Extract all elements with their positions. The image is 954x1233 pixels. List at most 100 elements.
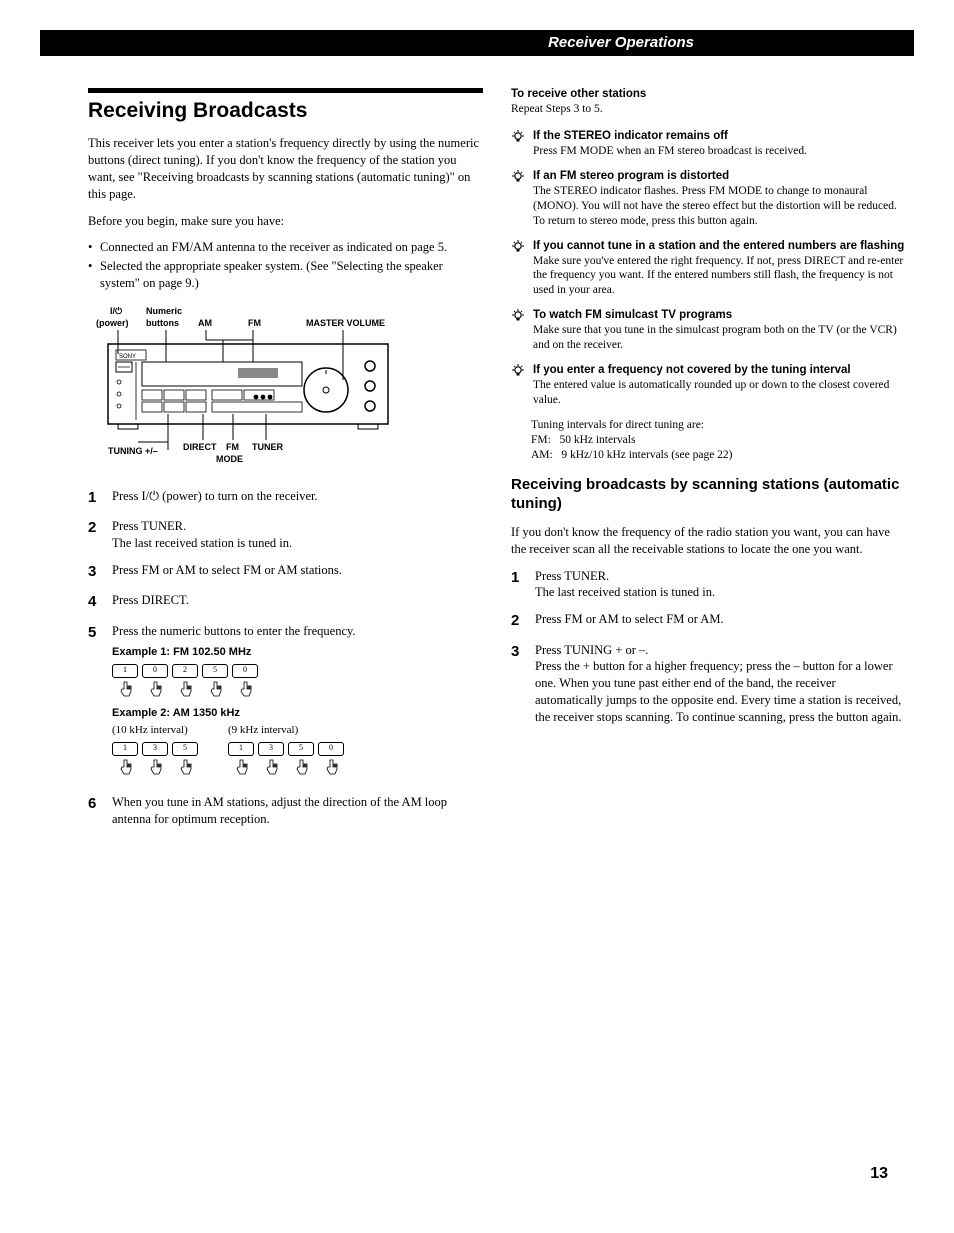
finger-icon xyxy=(112,758,138,778)
step-text2: The last received station is tuned in. xyxy=(535,585,715,599)
step-number: 1 xyxy=(511,568,525,602)
step: 3 Press FM or AM to select FM or AM stat… xyxy=(88,562,483,582)
svg-text:FM: FM xyxy=(248,318,261,328)
step-text: Press TUNING + or –. xyxy=(535,643,648,657)
svg-text:I/⏻: I/⏻ xyxy=(110,306,123,316)
interval-label: (9 kHz interval) xyxy=(228,723,344,738)
finger-icon xyxy=(258,758,284,778)
finger-icon xyxy=(288,758,314,778)
tip-icon xyxy=(511,363,527,408)
svg-text:TUNING +/–: TUNING +/– xyxy=(108,446,158,456)
right-column: To receive other stations Repeat Steps 3… xyxy=(511,88,906,1193)
receive-other-heading: To receive other stations xyxy=(511,88,906,100)
svg-text:(power): (power) xyxy=(96,318,129,328)
step-text: Press the numeric buttons to enter the f… xyxy=(112,624,356,638)
svg-text:SONY: SONY xyxy=(119,354,136,360)
finger-icon xyxy=(318,758,344,778)
tip-icon xyxy=(511,129,527,159)
intervals-fm: FM: 50 kHz intervals xyxy=(531,433,906,448)
direct-tuning-steps: 1 Press I/⏻ (power) to turn on the recei… xyxy=(88,488,483,828)
finger-icon xyxy=(232,680,258,700)
auto-tuning-heading: Receiving broadcasts by scanning station… xyxy=(511,475,906,514)
tip: If you cannot tune in a station and the … xyxy=(511,239,906,299)
before-text: Before you begin, make sure you have: xyxy=(88,213,483,230)
example-2-left: (10 kHz interval) 1 3 5 xyxy=(112,721,198,784)
step: 2 Press TUNER. The last received station… xyxy=(88,518,483,552)
page-content: Receiving Broadcasts This receiver lets … xyxy=(88,88,906,1193)
before-list: Connected an FM/AM antenna to the receiv… xyxy=(88,239,483,292)
step-number: 2 xyxy=(511,611,525,631)
before-item: Selected the appropriate speaker system.… xyxy=(88,258,483,292)
step-body: Press DIRECT. xyxy=(112,592,483,612)
svg-text:buttons: buttons xyxy=(146,318,179,328)
step-number: 5 xyxy=(88,623,102,784)
step: 5 Press the numeric buttons to enter the… xyxy=(88,623,483,784)
numeric-button: 2 xyxy=(172,664,198,678)
svg-text:MODE: MODE xyxy=(216,454,243,464)
numeric-button: 5 xyxy=(202,664,228,678)
numeric-button: 3 xyxy=(142,742,168,756)
numeric-button: 1 xyxy=(112,664,138,678)
step: 6 When you tune in AM stations, adjust t… xyxy=(88,794,483,828)
example-1: Example 1: FM 102.50 MHz 1 0 2 5 0 xyxy=(112,645,483,700)
finger-icon xyxy=(142,758,168,778)
finger-icon xyxy=(172,758,198,778)
numeric-button: 5 xyxy=(172,742,198,756)
intervals-heading: Tuning intervals for direct tuning are: xyxy=(531,418,906,433)
tip: If an FM stereo program is distorted The… xyxy=(511,169,906,229)
numeric-button: 5 xyxy=(288,742,314,756)
interval-label: (10 kHz interval) xyxy=(112,723,198,738)
step-body: Press I/⏻ (power) to turn on the receive… xyxy=(112,488,483,508)
auto-tuning-steps: 1 Press TUNER. The last received station… xyxy=(511,568,906,726)
example-label: Example 1: FM 102.50 MHz xyxy=(112,645,483,660)
step: 2 Press FM or AM to select FM or AM. xyxy=(511,611,906,631)
tip-text: Press FM MODE when an FM stereo broadcas… xyxy=(533,144,906,159)
step-number: 2 xyxy=(88,518,102,552)
step-body: Press the numeric buttons to enter the f… xyxy=(112,623,483,784)
finger-icon xyxy=(112,680,138,700)
tip-title: If you enter a frequency not covered by … xyxy=(533,363,906,378)
numeric-button: 1 xyxy=(228,742,254,756)
before-item: Connected an FM/AM antenna to the receiv… xyxy=(88,239,483,256)
finger-icon xyxy=(172,680,198,700)
example-2: Example 2: AM 1350 kHz (10 kHz interval)… xyxy=(112,706,483,784)
numeric-button: 0 xyxy=(142,664,168,678)
tip-icon xyxy=(511,239,527,299)
tip: To watch FM simulcast TV programs Make s… xyxy=(511,308,906,353)
step: 1 Press TUNER. The last received station… xyxy=(511,568,906,602)
finger-icon xyxy=(228,758,254,778)
step-body: Press TUNER. The last received station i… xyxy=(112,518,483,552)
page-title: Receiving Broadcasts xyxy=(88,99,483,123)
intro-text: This receiver lets you enter a station's… xyxy=(88,135,483,203)
tip-text: The entered value is automatically round… xyxy=(533,378,906,408)
receive-other-text: Repeat Steps 3 to 5. xyxy=(511,102,906,117)
tip-title: If you cannot tune in a station and the … xyxy=(533,239,906,254)
step-body: Press FM or AM to select FM or AM statio… xyxy=(112,562,483,582)
numeric-button: 3 xyxy=(258,742,284,756)
step-number: 6 xyxy=(88,794,102,828)
step-text2: The last received station is tuned in. xyxy=(112,536,292,550)
tip-title: If an FM stereo program is distorted xyxy=(533,169,906,184)
page-number: 13 xyxy=(870,1165,888,1183)
numeric-button: 0 xyxy=(232,664,258,678)
example-2-right: (9 kHz interval) 1 3 5 0 xyxy=(228,721,344,784)
step-body: When you tune in AM stations, adjust the… xyxy=(112,794,483,828)
step-number: 1 xyxy=(88,488,102,508)
tip-icon xyxy=(511,308,527,353)
tip-text: Make sure that you tune in the simulcast… xyxy=(533,323,906,353)
tip-title: If the STEREO indicator remains off xyxy=(533,129,906,144)
step: 1 Press I/⏻ (power) to turn on the recei… xyxy=(88,488,483,508)
numeric-button: 1 xyxy=(112,742,138,756)
tip-title: To watch FM simulcast TV programs xyxy=(533,308,906,323)
step-text: Press TUNER. xyxy=(112,519,186,533)
step-body: Press FM or AM to select FM or AM. xyxy=(535,611,906,631)
example-label: Example 2: AM 1350 kHz xyxy=(112,706,483,721)
step-number: 3 xyxy=(511,642,525,726)
step: 4 Press DIRECT. xyxy=(88,592,483,612)
button-row: 1 0 2 5 0 xyxy=(112,664,483,678)
finger-icon xyxy=(142,680,168,700)
step-number: 3 xyxy=(88,562,102,582)
svg-text:Numeric: Numeric xyxy=(146,306,182,316)
tip: If the STEREO indicator remains off Pres… xyxy=(511,129,906,159)
tip-text: Make sure you've entered the right frequ… xyxy=(533,254,906,299)
